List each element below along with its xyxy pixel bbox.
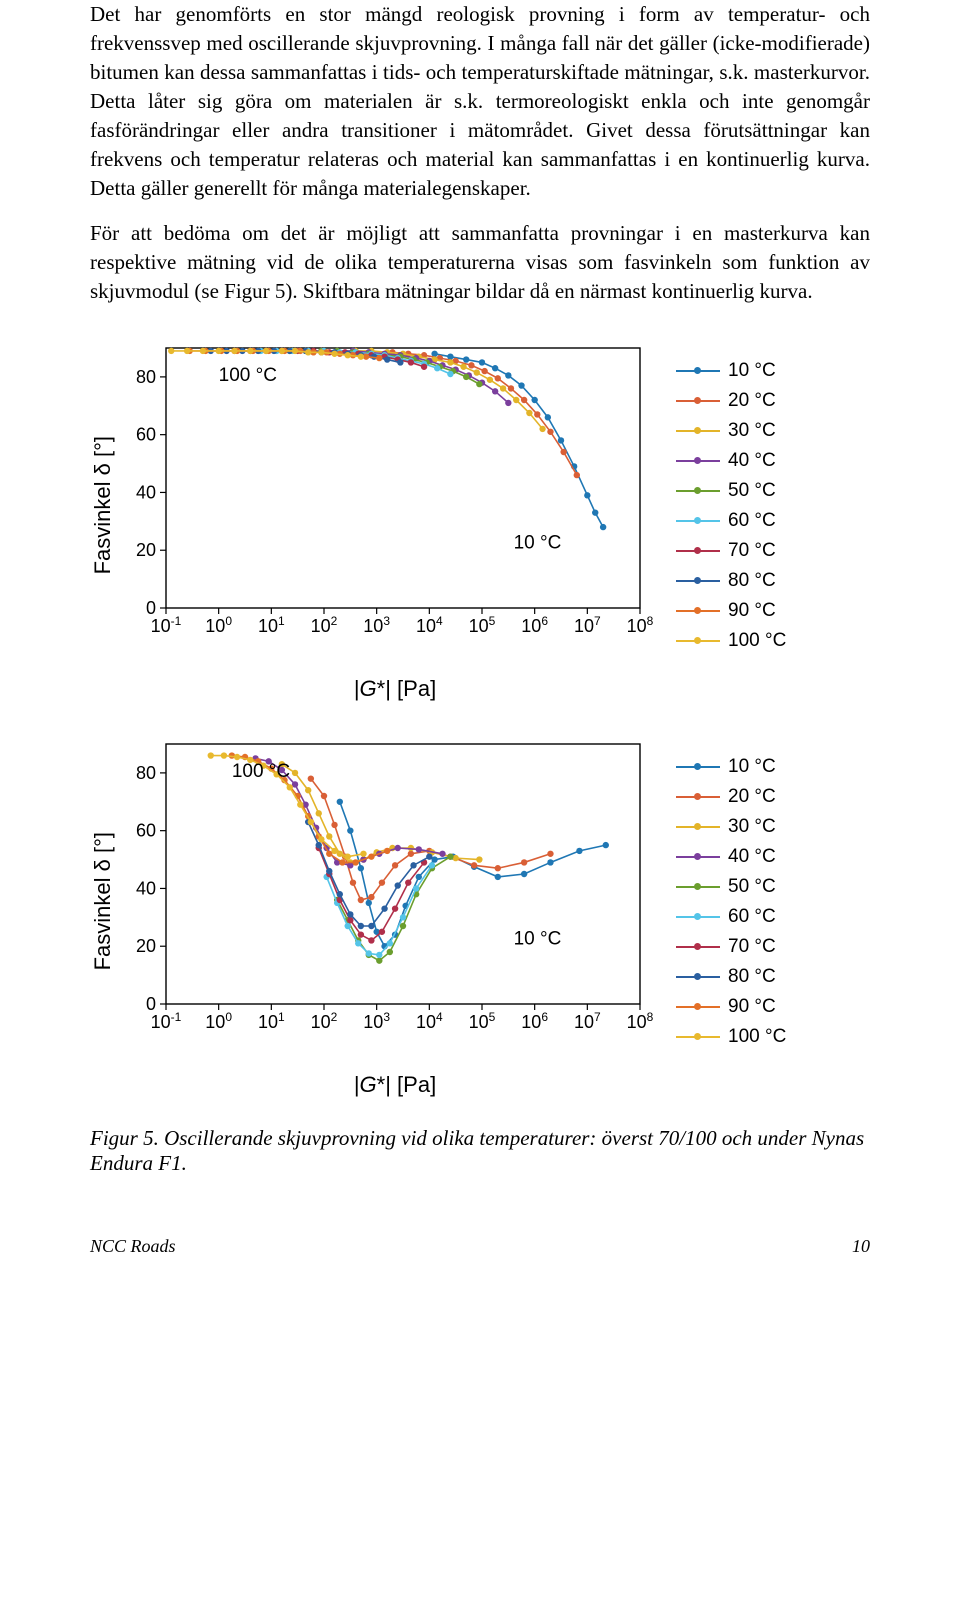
svg-text:0: 0 — [146, 994, 156, 1014]
chart-top: Fasvinkel δ [°] 0 20 40 60 80 10-1 100 101 102 10… — [90, 336, 870, 702]
svg-text:105: 105 — [469, 614, 496, 636]
svg-text:60: 60 — [136, 424, 156, 444]
legend-item: 90 °C — [676, 596, 786, 626]
figure-caption: Figur 5. Oscillerande skjuvprovning vid … — [90, 1126, 870, 1176]
svg-text:10 °C: 10 °C — [514, 928, 562, 949]
legend-item: 80 °C — [676, 962, 786, 992]
svg-text:107: 107 — [574, 1010, 601, 1032]
ylabel-bottom: Fasvinkel δ [°] — [90, 832, 116, 970]
svg-text:60: 60 — [136, 820, 156, 840]
svg-text:10-1: 10-1 — [151, 1010, 182, 1032]
svg-text:102: 102 — [311, 614, 338, 636]
svg-text:104: 104 — [416, 1010, 443, 1032]
legend-item: 50 °C — [676, 476, 786, 506]
legend-item: 100 °C — [676, 1022, 786, 1052]
svg-text:10-1: 10-1 — [151, 614, 182, 636]
legend-item: 50 °C — [676, 872, 786, 902]
svg-text:80: 80 — [136, 367, 156, 387]
svg-text:100 °C: 100 °C — [219, 365, 277, 386]
svg-text:100: 100 — [205, 614, 232, 636]
ylabel-top: Fasvinkel δ [°] — [90, 436, 116, 574]
legend-item: 60 °C — [676, 506, 786, 536]
svg-text:20: 20 — [136, 936, 156, 956]
legend-item: 10 °C — [676, 752, 786, 782]
legend-item: 30 °C — [676, 416, 786, 446]
legend-item: 40 °C — [676, 446, 786, 476]
footer-right: 10 — [852, 1236, 870, 1257]
legend-bottom: 10 °C20 °C30 °C40 °C50 °C60 °C70 °C80 °C… — [676, 752, 786, 1052]
chart-top-svg: 0 20 40 60 80 10-1 100 101 102 103 104 105 106 107 108… — [116, 336, 676, 676]
svg-text:100: 100 — [205, 1010, 232, 1032]
legend-item: 30 °C — [676, 812, 786, 842]
svg-text:20: 20 — [136, 540, 156, 560]
svg-text:100 °C: 100 °C — [232, 761, 290, 782]
chart-bottom-svg: 0 20 40 60 80 10-1 100 101 102 103 104 105 106 107 108… — [116, 732, 676, 1072]
svg-text:107: 107 — [574, 614, 601, 636]
legend-item: 40 °C — [676, 842, 786, 872]
svg-text:108: 108 — [627, 1010, 654, 1032]
xlabel-bottom: |G*| [Pa] — [130, 1072, 660, 1098]
svg-text:106: 106 — [521, 1010, 548, 1032]
svg-text:105: 105 — [469, 1010, 496, 1032]
legend-item: 100 °C — [676, 626, 786, 656]
svg-text:80: 80 — [136, 763, 156, 783]
legend-item: 10 °C — [676, 356, 786, 386]
svg-text:103: 103 — [363, 614, 390, 636]
legend-item: 70 °C — [676, 536, 786, 566]
chart-bottom: Fasvinkel δ [°] 0 20 40 60 80 10-1 100 101 102 10… — [90, 732, 870, 1098]
legend-item: 60 °C — [676, 902, 786, 932]
footer-left: NCC Roads — [90, 1236, 176, 1257]
legend-item: 20 °C — [676, 782, 786, 812]
svg-text:102: 102 — [311, 1010, 338, 1032]
svg-text:10 °C: 10 °C — [514, 532, 562, 553]
legend-top: 10 °C20 °C30 °C40 °C50 °C60 °C70 °C80 °C… — [676, 356, 786, 656]
svg-text:101: 101 — [258, 614, 285, 636]
paragraph-2: För att bedöma om det är möjligt att sam… — [90, 219, 870, 306]
legend-item: 80 °C — [676, 566, 786, 596]
xlabel-top: |G*| [Pa] — [130, 676, 660, 702]
svg-text:106: 106 — [521, 614, 548, 636]
legend-item: 70 °C — [676, 932, 786, 962]
svg-text:0: 0 — [146, 598, 156, 618]
svg-text:103: 103 — [363, 1010, 390, 1032]
legend-item: 20 °C — [676, 386, 786, 416]
legend-item: 90 °C — [676, 992, 786, 1022]
svg-text:40: 40 — [136, 878, 156, 898]
svg-text:108: 108 — [627, 614, 654, 636]
paragraph-1: Det har genomförts en stor mängd reologi… — [90, 0, 870, 203]
svg-text:101: 101 — [258, 1010, 285, 1032]
svg-text:40: 40 — [136, 482, 156, 502]
svg-text:104: 104 — [416, 614, 443, 636]
